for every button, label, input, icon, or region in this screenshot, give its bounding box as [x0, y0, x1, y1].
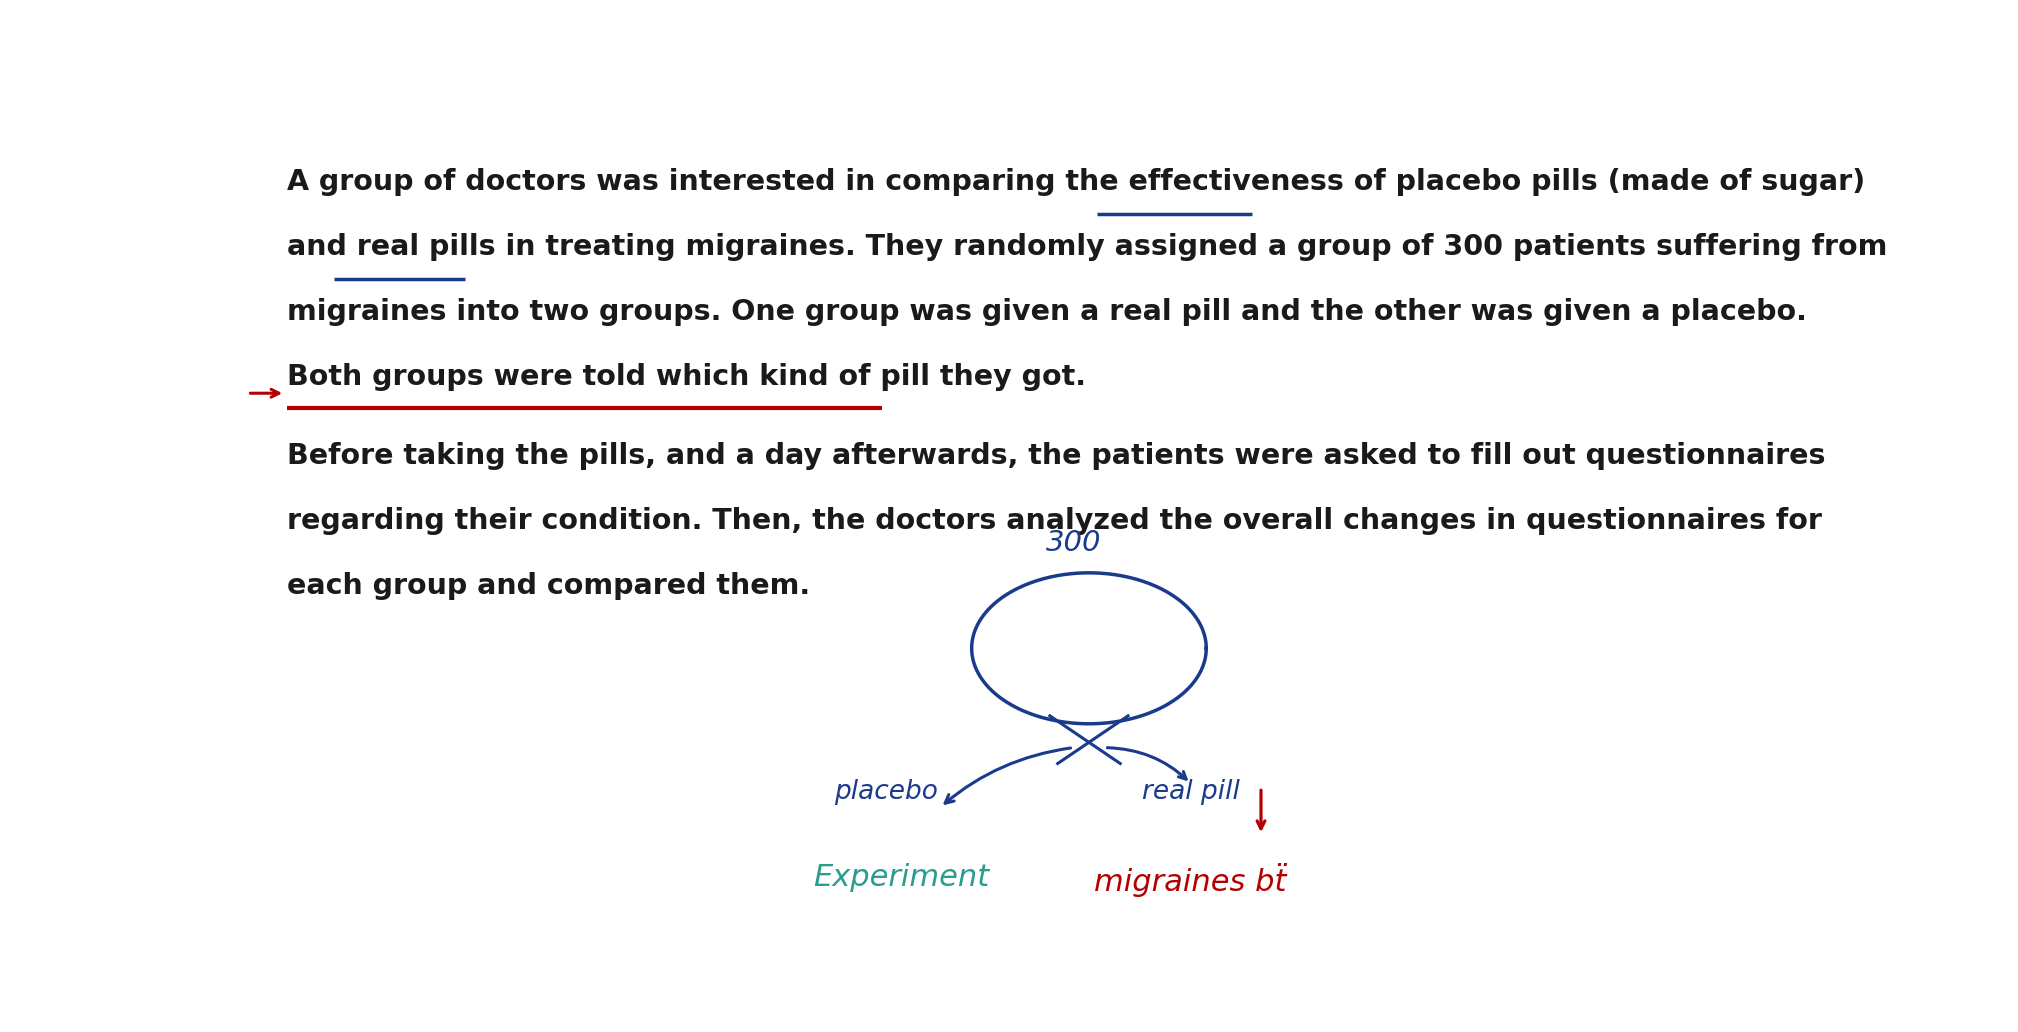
Text: Both groups were told which kind of pill they got.: Both groups were told which kind of pill…	[287, 363, 1086, 391]
Text: each group and compared them.: each group and compared them.	[287, 572, 809, 600]
Text: placebo: placebo	[833, 779, 938, 805]
Text: and real pills in treating migraines. They randomly assigned a group of 300 pati: and real pills in treating migraines. Th…	[287, 232, 1887, 261]
Text: Before taking the pills, and a day afterwards, the patients were asked to fill o: Before taking the pills, and a day after…	[287, 442, 1824, 470]
Text: regarding their condition. Then, the doctors analyzed the overall changes in que: regarding their condition. Then, the doc…	[287, 507, 1822, 535]
Text: 300: 300	[1045, 529, 1102, 557]
Text: A group of doctors was interested in comparing the effectiveness of placebo pill: A group of doctors was interested in com…	[287, 167, 1865, 195]
Text: Experiment: Experiment	[813, 863, 989, 892]
Text: migraines into two groups. One group was given a real pill and the other was giv: migraines into two groups. One group was…	[287, 298, 1806, 326]
Text: migraines bẗ: migraines bẗ	[1094, 863, 1287, 897]
Text: real pill: real pill	[1142, 779, 1239, 805]
